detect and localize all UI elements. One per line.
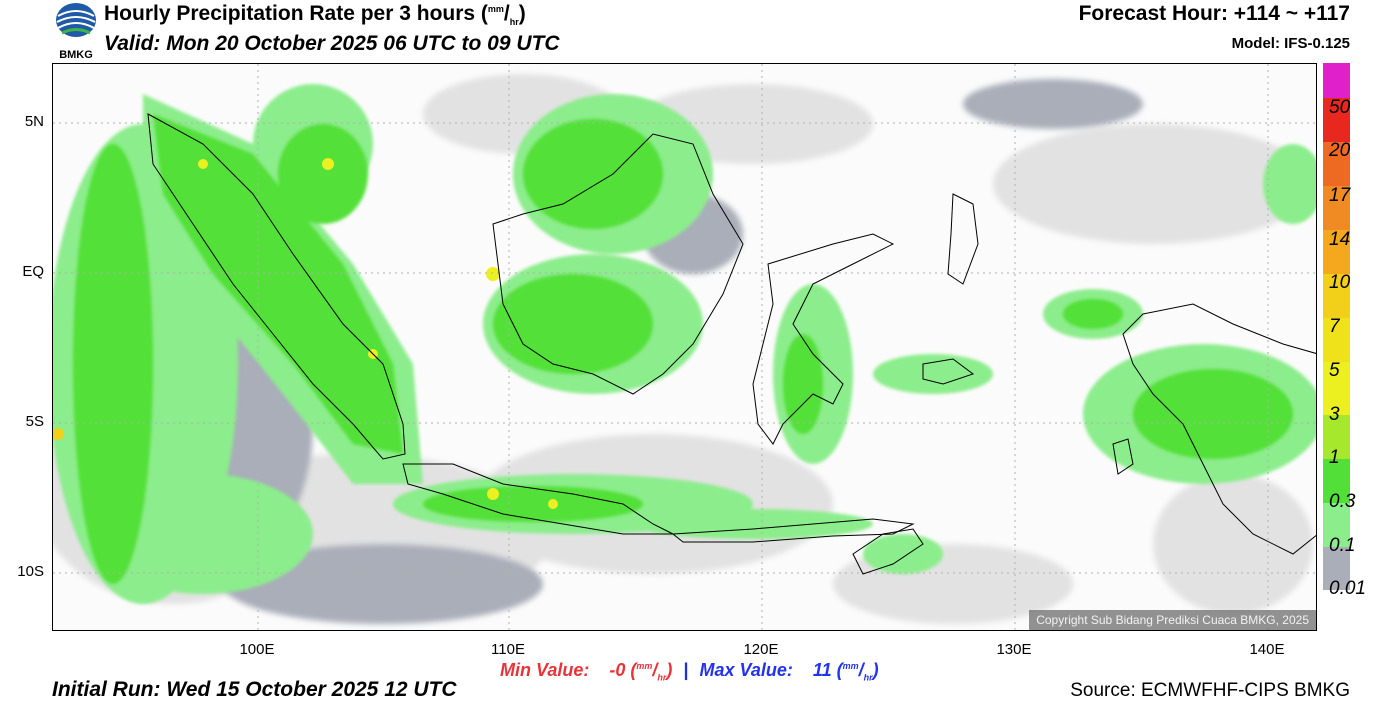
colorbar-swatch-1-3: [1323, 415, 1350, 459]
initial-run: Initial Run: Wed 15 October 2025 12 UTC: [52, 678, 457, 701]
coastlines: [147, 113, 1316, 575]
colorbar-label-10: 10: [1329, 272, 1351, 293]
chart-title: Hourly Precipitation Rate per 3 hours (m…: [104, 2, 526, 28]
logo-text: BMKG: [59, 49, 93, 60]
bmkg-logo: BMKG: [52, 0, 100, 61]
lon-label-140e: 140E: [1249, 641, 1285, 658]
colorbar-swatch-17-20: [1323, 142, 1350, 186]
colorbar-swatch-5-7: [1323, 318, 1350, 362]
lon-label-120e: 120E: [743, 641, 779, 658]
lat-label-5s: 5S: [25, 413, 44, 430]
lon-label-110e: 110E: [491, 641, 525, 658]
colorbar-swatch-14-17: [1323, 186, 1350, 230]
title-close: ): [518, 2, 526, 25]
colorbar-swatch-10-14: [1323, 230, 1350, 274]
min-label: Min Value:: [500, 660, 590, 680]
colorbar: [1323, 63, 1350, 590]
unit-numerator: mm: [487, 4, 504, 14]
colorbar-swatch-0.01-0.1: [1323, 547, 1350, 590]
min-max-values: Min Value: -0 (mm/hr) | Max Value: 11 (m…: [500, 660, 879, 683]
max-label: Max Value:: [699, 660, 793, 680]
colorbar-label-0.1: 0.1: [1329, 535, 1356, 556]
colorbar-swatch-0.1-0.3: [1323, 503, 1350, 547]
unit-denominator: hr: [509, 17, 519, 28]
colorbar-label-1: 1: [1329, 447, 1340, 468]
heavy-rain-spots: [53, 158, 558, 509]
colorbar-swatch-50plus: [1323, 63, 1350, 98]
lon-label-100e: 100E: [239, 641, 275, 658]
colorbar-swatch-5-7b: [1323, 362, 1350, 371]
colorbar-label-0.01: 0.01: [1329, 578, 1366, 599]
title-text: Hourly Precipitation Rate per 3 hours (: [104, 2, 488, 25]
lon-label-130e: 130E: [996, 641, 1032, 658]
colorbar-label-5: 5: [1329, 360, 1340, 381]
colorbar-swatch-7-10: [1323, 274, 1350, 318]
colorbar-label-50: 50: [1329, 97, 1351, 118]
min-value: -0 (mm/hr): [609, 660, 673, 683]
model-name: Model: IFS-0.125: [1231, 35, 1350, 52]
colorbar-label-20: 20: [1329, 140, 1351, 161]
lat-label-10s: 10S: [17, 563, 44, 580]
moderate-rain-areas: [73, 114, 1293, 584]
valid-time: Valid: Mon 20 October 2025 06 UTC to 09 …: [104, 32, 560, 55]
lat-label-5n: 5N: [24, 113, 44, 130]
map-canvas: [53, 64, 1316, 630]
max-value: 11 (mm/hr): [812, 660, 879, 683]
colorbar-label-7: 7: [1329, 316, 1340, 337]
precipitation-map[interactable]: Copyright Sub Bidang Prediksi Cuaca BMKG…: [52, 63, 1317, 631]
colorbar-label-17: 17: [1329, 185, 1351, 206]
forecast-hour: Forecast Hour: +114 ~ +117: [1078, 2, 1350, 25]
colorbar-label-14: 14: [1329, 229, 1351, 250]
colorbar-label-0.3: 0.3: [1329, 491, 1356, 512]
copyright-note: Copyright Sub Bidang Prediksi Cuaca BMKG…: [1029, 610, 1316, 630]
colorbar-swatch-3-5: [1323, 371, 1350, 415]
colorbar-swatch-0.3-1: [1323, 459, 1350, 503]
min-max-separator: |: [683, 660, 689, 680]
colorbar-swatch-20-50: [1323, 98, 1350, 142]
data-source: Source: ECMWFHF-CIPS BMKG: [1070, 680, 1350, 701]
colorbar-label-3: 3: [1329, 404, 1340, 425]
lat-label-eq: EQ: [22, 263, 44, 280]
